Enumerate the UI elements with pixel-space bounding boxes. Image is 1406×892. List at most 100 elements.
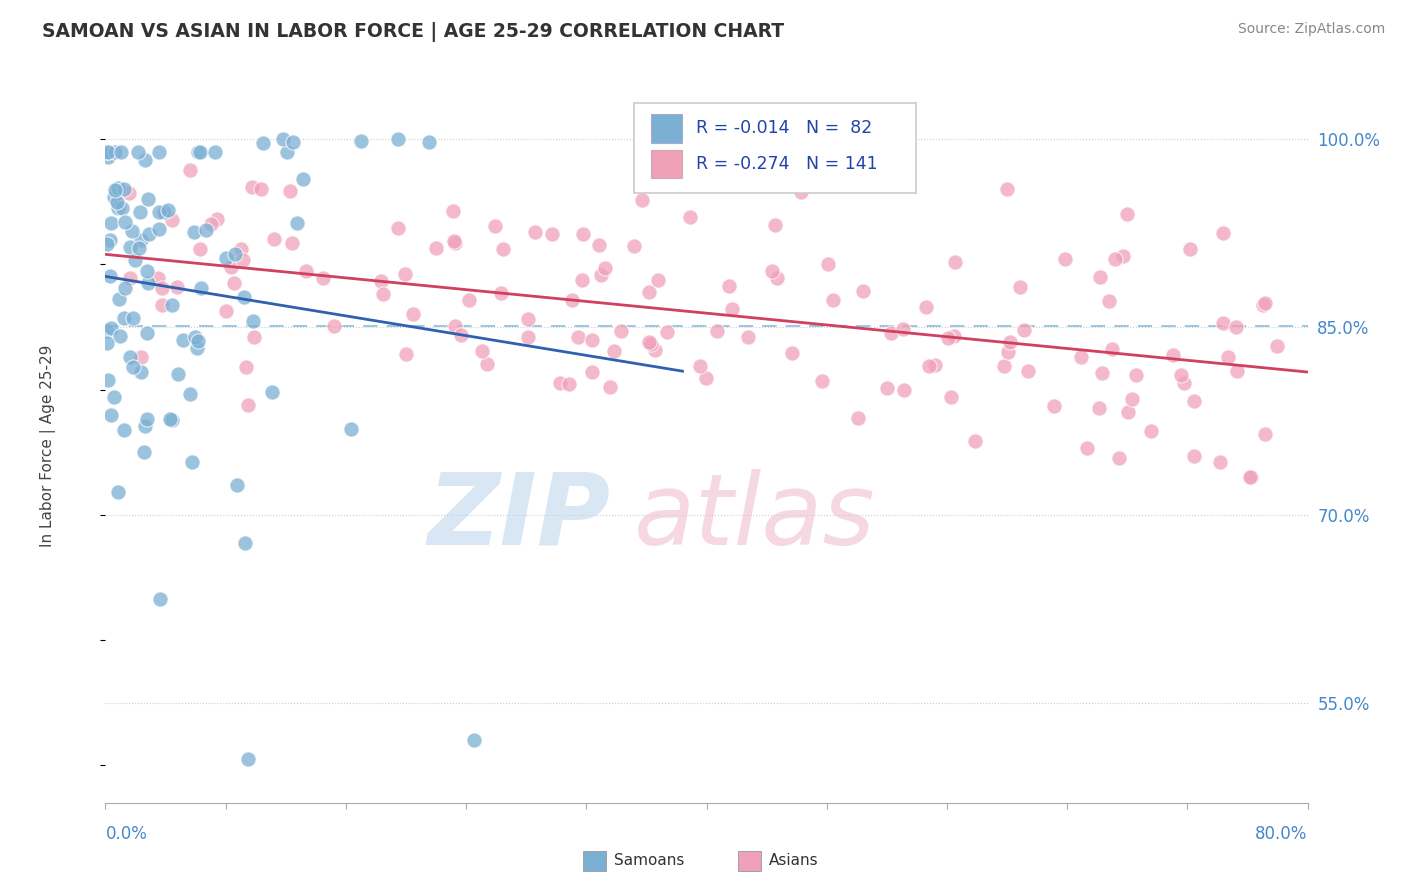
Point	[717, 279, 740, 293]
Point	[166, 279, 188, 293]
Point	[458, 293, 481, 307]
Point	[136, 412, 159, 426]
Point	[340, 422, 363, 436]
Point	[153, 205, 176, 219]
Point	[852, 284, 875, 298]
Point	[127, 145, 149, 159]
Point	[581, 333, 603, 347]
Point	[276, 145, 298, 159]
Point	[891, 322, 914, 336]
Point	[1225, 320, 1247, 334]
Point	[271, 132, 294, 146]
Point	[638, 334, 661, 349]
Point	[188, 242, 211, 256]
Text: 80.0%: 80.0%	[1256, 825, 1308, 843]
Point	[1182, 394, 1205, 409]
Point	[215, 252, 238, 266]
Point	[1254, 426, 1277, 441]
Point	[1098, 294, 1121, 309]
Point	[281, 236, 304, 251]
Point	[679, 211, 702, 225]
Point	[129, 365, 152, 379]
Point	[222, 276, 245, 290]
Point	[475, 357, 498, 371]
Point	[484, 219, 506, 234]
Point	[1170, 368, 1192, 383]
Point	[941, 390, 963, 404]
Point	[443, 234, 465, 248]
Point	[110, 201, 132, 215]
Point	[285, 216, 308, 230]
Point	[1212, 316, 1234, 330]
Point	[188, 145, 211, 159]
Text: SAMOAN VS ASIAN IN LABOR FORCE | AGE 25-29 CORRELATION CHART: SAMOAN VS ASIAN IN LABOR FORCE | AGE 25-…	[42, 22, 785, 42]
Point	[262, 384, 284, 399]
Point	[1053, 252, 1076, 266]
Point	[1182, 449, 1205, 463]
Point	[1226, 364, 1249, 378]
Point	[1254, 296, 1277, 310]
Point	[112, 311, 135, 326]
Point	[186, 341, 208, 355]
Point	[136, 192, 159, 206]
Point	[846, 410, 869, 425]
Point	[110, 145, 132, 159]
Point	[1091, 366, 1114, 380]
Point	[103, 189, 125, 203]
Point	[997, 345, 1019, 359]
Point	[524, 226, 547, 240]
Point	[550, 376, 572, 390]
Point	[235, 360, 257, 375]
Point	[179, 163, 201, 178]
Point	[187, 145, 209, 159]
Point	[148, 222, 170, 236]
Point	[205, 211, 228, 226]
Point	[443, 318, 465, 333]
Point	[517, 330, 540, 344]
Point	[312, 271, 335, 285]
Point	[810, 374, 832, 388]
Point	[371, 287, 394, 301]
Point	[150, 298, 173, 312]
Point	[571, 273, 593, 287]
Point	[489, 286, 512, 301]
Point	[233, 290, 256, 304]
Point	[638, 285, 661, 299]
Point	[418, 135, 440, 149]
Point	[1116, 207, 1139, 221]
Point	[120, 271, 142, 285]
Point	[107, 194, 129, 209]
Point	[122, 311, 145, 326]
Text: In Labor Force | Age 25-29: In Labor Force | Age 25-29	[39, 345, 56, 547]
Point	[425, 241, 447, 255]
Point	[1112, 249, 1135, 263]
Point	[516, 311, 538, 326]
Point	[1173, 376, 1195, 390]
Point	[162, 213, 184, 227]
Point	[120, 240, 142, 254]
Point	[252, 136, 274, 150]
Point	[122, 360, 145, 375]
Point	[394, 267, 416, 281]
Point	[1161, 348, 1184, 362]
Point	[96, 145, 118, 159]
Text: Asians: Asians	[769, 854, 818, 868]
Point	[97, 145, 120, 159]
Point	[96, 324, 118, 338]
Point	[224, 246, 246, 260]
Point	[1043, 399, 1066, 413]
Point	[97, 150, 120, 164]
Point	[463, 733, 485, 747]
Point	[647, 273, 669, 287]
Point	[243, 330, 266, 344]
Point	[782, 345, 804, 359]
Point	[97, 373, 120, 387]
Point	[148, 145, 170, 159]
Point	[129, 233, 152, 247]
Point	[134, 419, 156, 434]
Point	[644, 343, 666, 357]
Point	[160, 298, 183, 312]
Point	[112, 424, 135, 438]
Point	[166, 367, 188, 381]
Point	[120, 351, 142, 365]
